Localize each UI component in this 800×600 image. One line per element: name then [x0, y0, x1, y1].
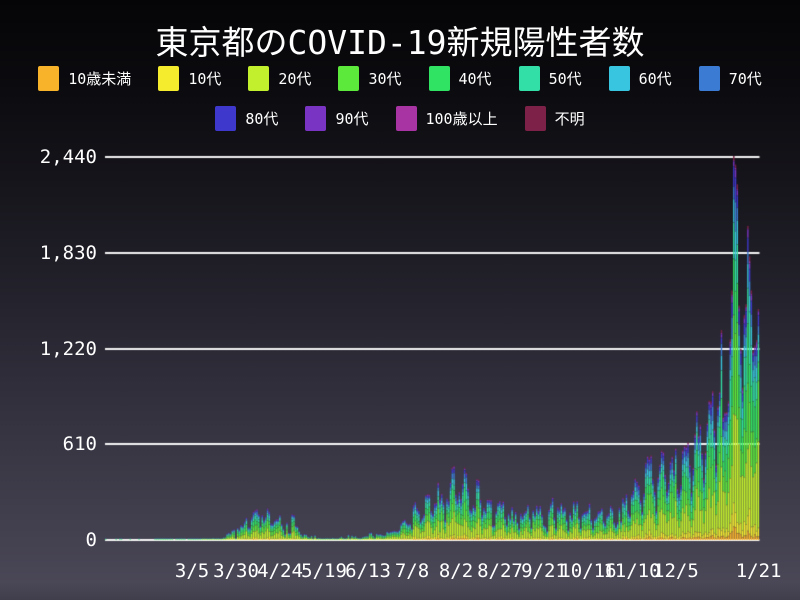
legend-item-label: 50代: [548, 69, 582, 88]
legend-item-label: 100歳以上: [425, 109, 498, 128]
legend-swatch: [248, 65, 270, 91]
x-axis-tick-label: 5/19: [301, 560, 347, 582]
legend-item-label: 60代: [638, 69, 672, 88]
legend-item-label: 90代: [335, 109, 369, 128]
legend-item: 90代: [305, 105, 369, 131]
x-axis-tick-label: 11/10: [603, 560, 661, 582]
legend-item-label: 20代: [278, 69, 312, 88]
legend-item: 10歳未満: [38, 65, 132, 91]
legend-swatch: [158, 65, 180, 91]
y-axis-tick-label: 1,830: [39, 241, 97, 264]
legend-item-label: 10歳未満: [68, 69, 132, 88]
x-axis-tick-label: 3/30: [213, 560, 259, 582]
x-axis-tick-label: 1/21: [735, 560, 782, 582]
legend-item: 70代: [698, 65, 762, 91]
legend-swatch: [338, 65, 360, 91]
y-axis-tick-label: 1,220: [39, 337, 97, 360]
x-axis-tick-label: 9/21: [521, 560, 567, 582]
legend-item-label: 70代: [728, 69, 762, 88]
x-axis-tick-label: 10/16: [559, 560, 617, 582]
legend-swatch: [395, 105, 417, 131]
legend-row-2: 80代 90代 100歳以上 不明: [0, 103, 800, 133]
legend-item: 10代: [158, 65, 222, 91]
y-axis-tick-label: 610: [62, 433, 97, 456]
legend-swatch: [38, 65, 60, 91]
chart-title: 東京都のCOVID-19新規陽性者数: [155, 23, 645, 62]
x-axis-tick-label: 8/2: [438, 560, 474, 582]
legend-item: 80代: [215, 105, 279, 131]
legend-swatch: [698, 65, 720, 91]
x-axis-tick-label: 4/24: [257, 560, 303, 582]
legend-row-1: 10歳未満 10代 20代 30代 40代 50代 60代 70代: [0, 63, 800, 93]
y-axis-tick-label: 2,440: [39, 146, 97, 168]
legend-item-label: 10代: [188, 69, 222, 88]
legend-item: 40代: [428, 65, 492, 91]
legend-item: 60代: [608, 65, 672, 91]
legend-swatch: [215, 105, 237, 131]
legend-item-label: 80代: [245, 109, 279, 128]
legend-item-label: 40代: [458, 69, 492, 88]
legend-item: 不明: [524, 105, 585, 131]
legend: 10歳未満 10代 20代 30代 40代 50代 60代 70代 80代 90代 100歳以上 不…: [0, 63, 800, 143]
legend-item: 30代: [338, 65, 402, 91]
legend-swatch: [518, 65, 540, 91]
legend-item-label: 30代: [368, 69, 402, 88]
x-axis-tick-label: 12/5: [653, 560, 699, 582]
legend-item: 50代: [518, 65, 582, 91]
x-axis-tick-label: 6/13: [345, 560, 391, 582]
x-axis-tick-label: 3/5: [174, 560, 210, 582]
legend-swatch: [428, 65, 450, 91]
y-axis-tick-label: 0: [85, 529, 97, 551]
x-axis-tick-label: 7/8: [394, 560, 430, 582]
legend-swatch: [305, 105, 327, 131]
legend-item: 100歳以上: [395, 105, 498, 131]
legend-swatch: [608, 65, 630, 91]
legend-item: 20代: [248, 65, 312, 91]
legend-swatch: [524, 105, 546, 131]
legend-item-label: 不明: [554, 109, 585, 128]
x-axis-tick-label: 8/27: [477, 560, 523, 582]
